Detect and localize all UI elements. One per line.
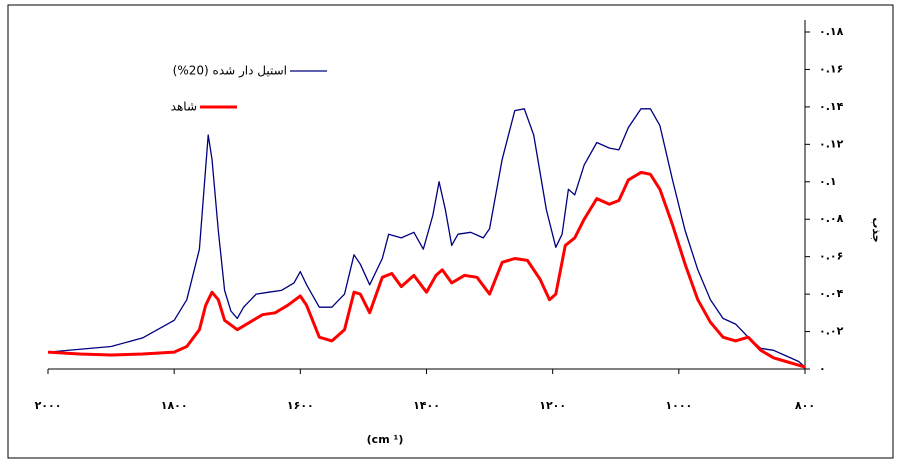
x-tick-label: ۱۴۰۰ [413,399,440,412]
x-axis-label: (cm ¹) [367,433,404,446]
legend-label: شاهد [171,100,197,114]
series-line [47,108,806,368]
y-tick-label: ۰ [819,362,826,375]
y-tick-label: ۰.۱۲ [819,137,844,150]
y-tick-label: ۰.۱ [819,175,837,188]
legend-label: استیل دار شده (20%) [173,64,287,79]
y-tick-label: ۰.۰۶ [819,250,843,263]
y-tick-label: ۰.۱۸ [819,25,844,38]
x-tick-label: ۲۰۰۰ [35,399,62,412]
chart-border [7,4,894,459]
x-tick-label: ۸۰۰ [795,399,815,412]
x-tick-label: ۱۲۰۰ [539,399,566,412]
x-tick-label: ۱۶۰۰ [287,399,314,412]
y-tick-label: ۰.۰۸ [819,212,844,225]
y-tick-label: ۰.۱۴ [819,100,844,113]
x-tick-label: ۱۰۰۰ [665,399,692,412]
y-tick-label: ۰.۰۲ [819,325,844,338]
series-line [47,170,806,369]
y-tick-label: ۰.۱۶ [819,62,843,75]
y-tick-label: ۰.۰۴ [819,287,844,300]
x-tick-label: ۱۸۰۰ [161,399,188,412]
y-axis-label: جذب [870,217,883,242]
